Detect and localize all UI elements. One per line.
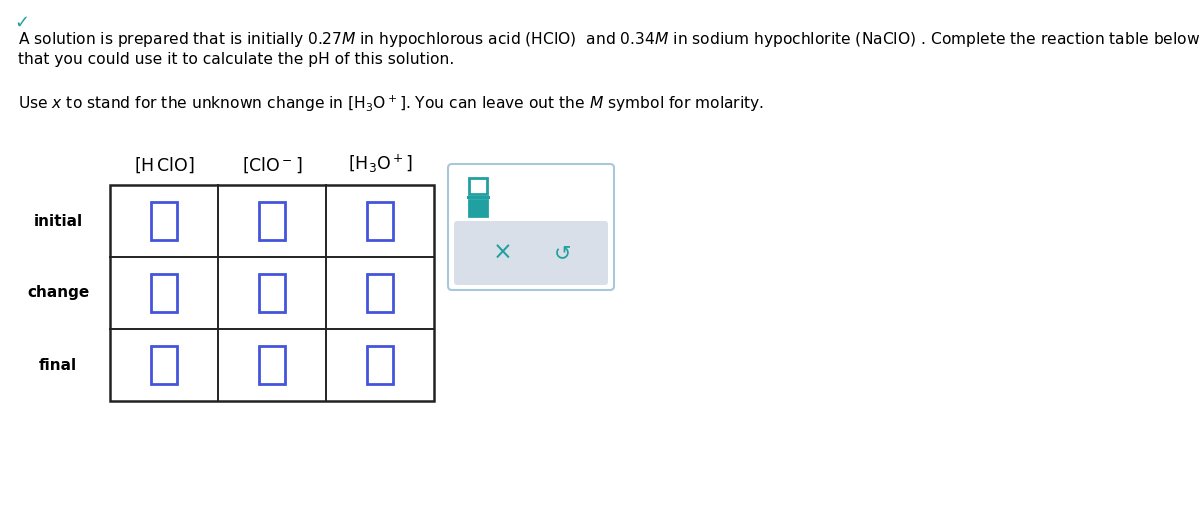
Text: Use $x$ to stand for the unknown change in $\left[\mathrm{H_3O^+}\right]$. You c: Use $x$ to stand for the unknown change …: [18, 94, 764, 114]
Bar: [469, 200, 487, 216]
Text: A solution is prepared that is initially 0.27$M$ in hypochlorous acid $\mathsf{(: A solution is prepared that is initially…: [18, 30, 1200, 49]
Text: final: final: [38, 357, 77, 373]
FancyBboxPatch shape: [448, 164, 614, 290]
Text: $\left[\mathrm{ClO}^-\right]$: $\left[\mathrm{ClO}^-\right]$: [242, 156, 302, 175]
Text: initial: initial: [34, 213, 83, 229]
Bar: [110, 185, 434, 401]
Bar: [367, 346, 394, 384]
Bar: [151, 274, 178, 312]
FancyBboxPatch shape: [454, 221, 608, 285]
Bar: [259, 274, 286, 312]
Bar: [259, 202, 286, 240]
Text: change: change: [26, 285, 89, 301]
Text: that you could use it to calculate the pH of this solution.: that you could use it to calculate the p…: [18, 52, 455, 67]
Bar: [469, 178, 487, 194]
Text: ✓: ✓: [14, 14, 29, 32]
Bar: [367, 202, 394, 240]
Text: ↺: ↺: [554, 243, 571, 263]
Text: ×: ×: [493, 241, 512, 265]
Bar: [259, 346, 286, 384]
Text: $\left[\mathrm{H_3O}^+\right]$: $\left[\mathrm{H_3O}^+\right]$: [348, 153, 413, 175]
Text: $[\mathrm{H\,ClO}]$: $[\mathrm{H\,ClO}]$: [133, 156, 194, 175]
Bar: [151, 202, 178, 240]
Bar: [151, 346, 178, 384]
Bar: [367, 274, 394, 312]
